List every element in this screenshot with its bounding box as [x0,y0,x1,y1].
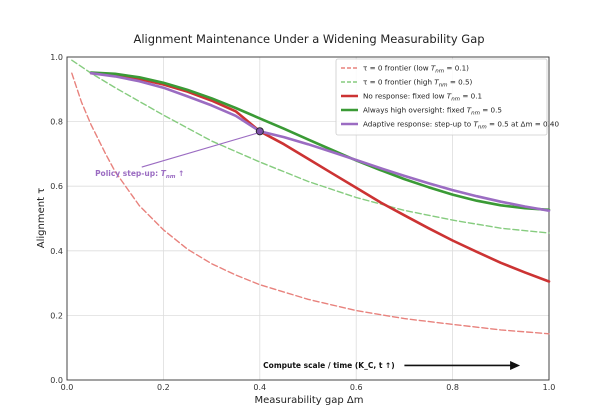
chart-title: Alignment Maintenance Under a Widening M… [133,32,484,46]
plot-frame [66,56,550,381]
x-tick-label: 0.0 [61,383,74,392]
x-tick-label: 0.4 [253,383,266,392]
series-line-3 [89,71,551,212]
y-tick-label: 1.0 [50,53,63,62]
y-axis-title: Alignment τ [36,188,47,248]
step-up-marker [255,127,264,136]
legend-label-3: Always high oversight: fixed Tnm = 0.5 [363,106,502,117]
compute-arrow-head [510,360,521,370]
x-axis-title: Measurability gap Δm [255,395,364,406]
x-tick-label: 0.2 [157,383,170,392]
legend-box [335,58,548,136]
legend-label-1: τ = 0 frontier (high Tnm = 0.5) [363,78,473,89]
y-tick-label: 0.6 [50,182,63,191]
y-tick-label: 0.2 [50,311,63,320]
series-line-1 [71,59,550,234]
legend-label-4: Adaptive response: step-up to Tnm = 0.5 … [363,120,559,131]
x-tick-label: 1.0 [543,383,556,392]
policy-annotation-label: Policy step-up: Tnm ↑ [95,169,184,180]
x-tick-label: 0.8 [446,383,459,392]
compute-annotation-label: Compute scale / time (K_C, t ↑) [263,361,395,370]
x-tick-label: 0.6 [350,383,363,392]
y-tick-label: 0.4 [50,247,63,256]
series-line-2 [89,71,551,283]
policy-annotation-arrow [141,132,257,168]
y-tick-label: 0.0 [50,376,63,385]
y-tick-label: 0.8 [50,118,63,127]
series-line-4 [89,71,551,212]
legend-label-0: τ = 0 frontier (low Tnm = 0.1) [363,64,469,75]
legend-label-2: No response: fixed low Tnm = 0.1 [363,92,482,103]
plot-area: 0.0 0.2 0.4 0.6 0.8 1.0 0.0 0.2 0.4 0.6 0.8 1.0 Poli… [50,53,559,392]
series-line-0 [71,72,550,335]
